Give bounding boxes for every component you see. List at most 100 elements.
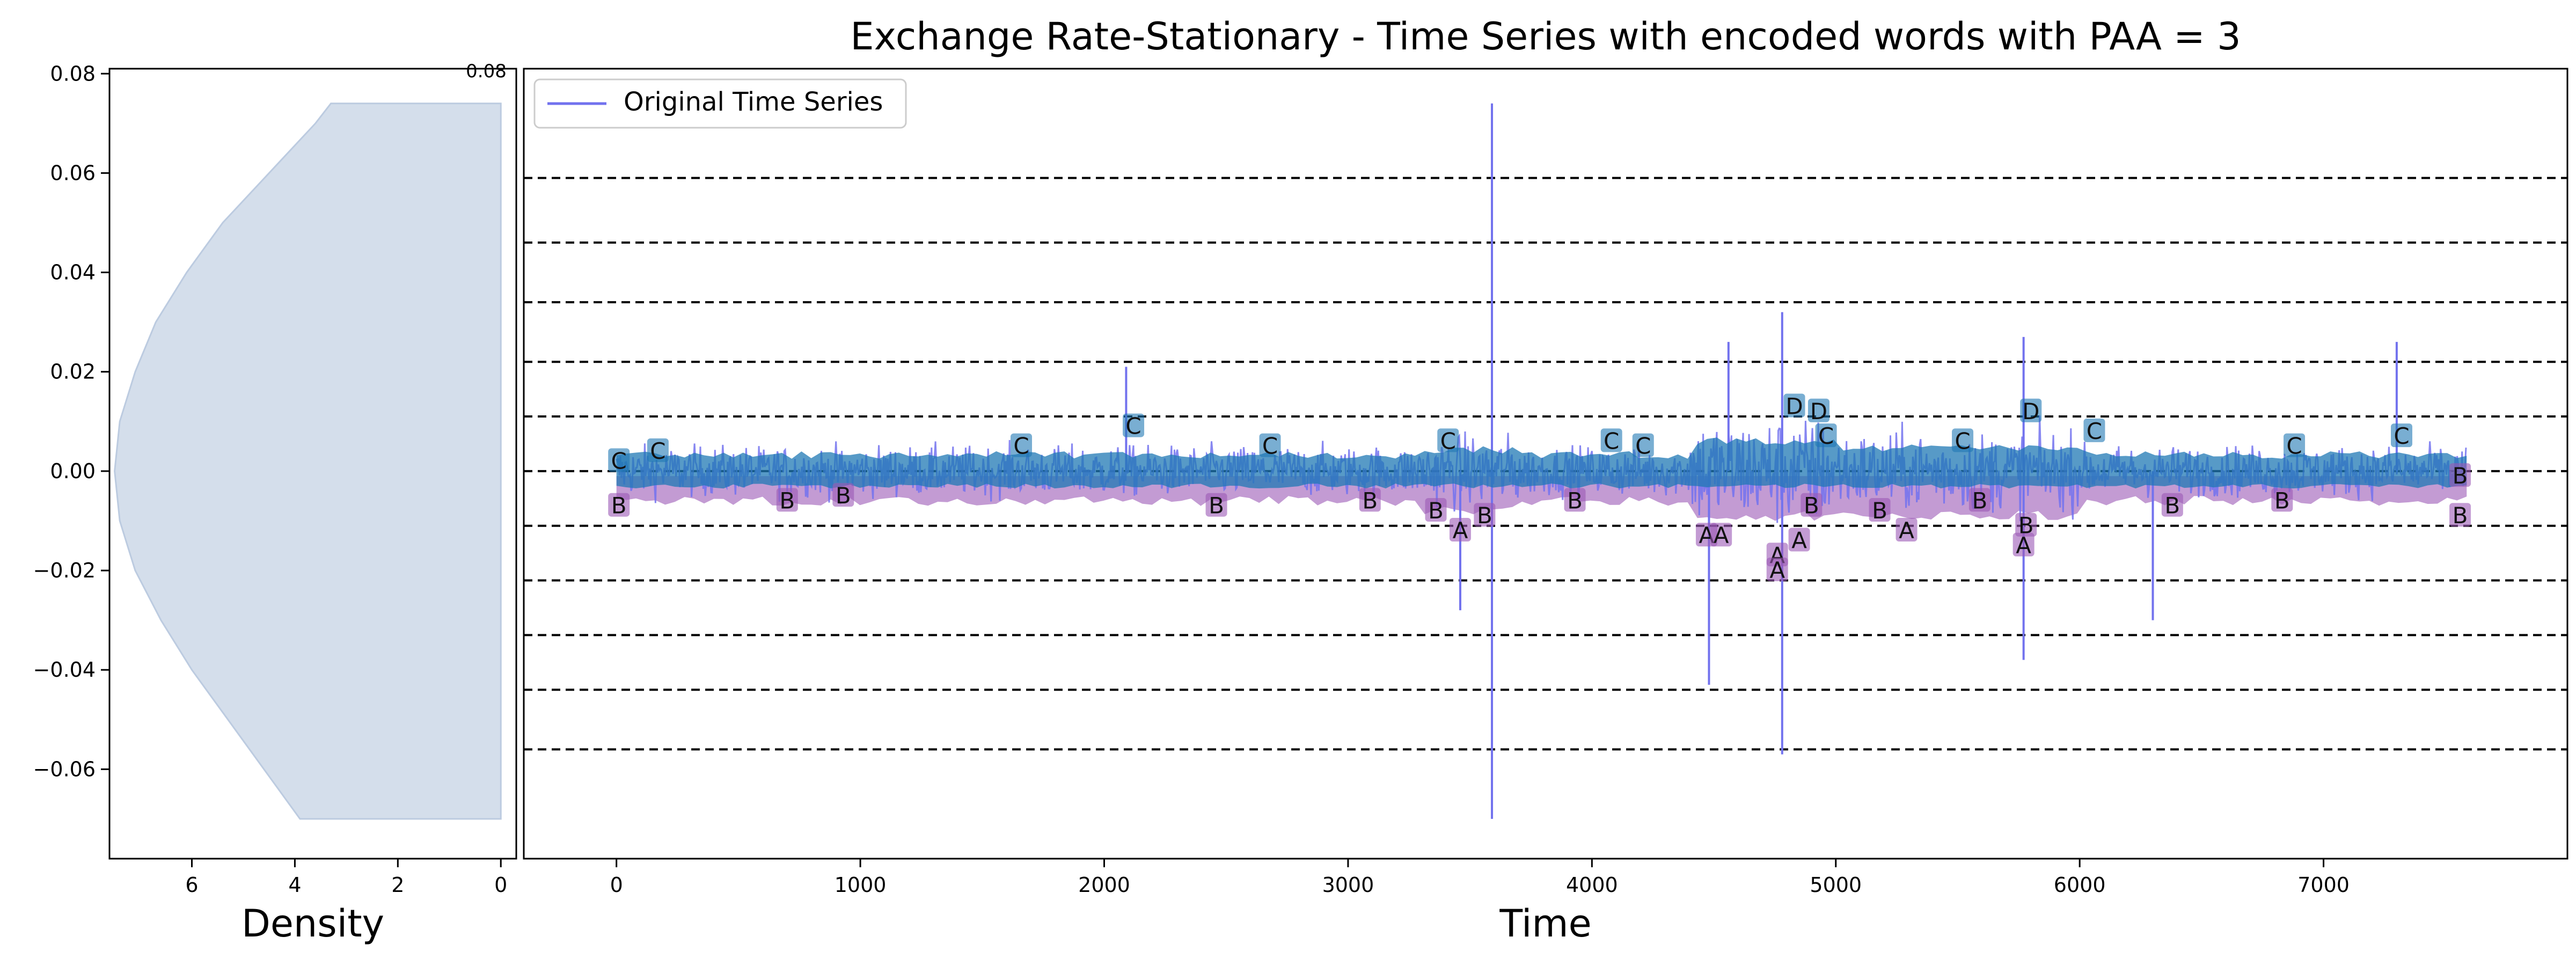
encoded-word-label: A <box>1791 527 1807 553</box>
main-x-tick-label: 1000 <box>835 873 887 897</box>
encoded-word-label: C <box>650 438 665 464</box>
encoded-word-label: A <box>1769 557 1785 583</box>
encoded-word-label: B <box>1477 502 1492 529</box>
encoded-word-label: C <box>2286 433 2302 459</box>
encoded-word-label-box <box>1952 428 1974 452</box>
encoded-word-label-box <box>2083 418 2105 442</box>
encoded-word-label: B <box>1972 487 1987 514</box>
encoded-word-label-box <box>1564 488 1586 512</box>
density-y-axis: 0.08 0.06 0.04 0.02 0.00 −0.02 −0.04 −0.06 <box>33 62 109 781</box>
density-y-tick-label: 0.04 <box>50 261 96 284</box>
encoded-word-label: C <box>2394 423 2409 449</box>
density-y-tick-label: −0.06 <box>33 757 96 781</box>
encoded-word-label-box <box>2271 488 2293 512</box>
main-x-tick-label: 5000 <box>1810 873 1862 897</box>
encoded-word-label: B <box>1804 493 1819 519</box>
legend-entry-original: Original Time Series <box>624 87 883 117</box>
encoded-word-label: C <box>1955 428 1970 454</box>
upper-word-band <box>616 437 2467 489</box>
legend-box <box>533 78 907 129</box>
encoded-word-label: B <box>1209 493 1224 519</box>
encoded-word-label-box <box>832 483 854 507</box>
encoded-word-label: B <box>2453 463 2468 489</box>
main-x-tick-label: 6000 <box>2054 873 2106 897</box>
main-x-axis: 0 1000 2000 3000 4000 5000 6000 7000 <box>610 859 2350 897</box>
encoded-word-label-box <box>1425 497 1447 522</box>
density-x-tick-label: 0 <box>494 873 507 897</box>
encoded-word-label: C <box>1262 433 1278 459</box>
encoded-word-label-box <box>2161 493 2183 517</box>
encoded-word-label: B <box>1567 487 1583 514</box>
encoded-word-label-box <box>1896 517 1918 541</box>
encoded-word-label-box <box>1600 428 1622 452</box>
density-y-tick-label: −0.02 <box>33 559 96 582</box>
encoded-word-label-box <box>2390 423 2412 448</box>
main-x-tick-label: 0 <box>610 873 623 897</box>
density-x-axis-label: Density <box>241 902 384 946</box>
legend: Original Time Series <box>533 78 907 129</box>
encoded-word-label-box <box>647 438 669 462</box>
encoded-word-label: C <box>2087 418 2102 444</box>
encoded-word-label: B <box>1362 487 1378 514</box>
encoded-word-label: D <box>1785 393 1803 420</box>
encoded-word-label-box <box>2012 532 2035 557</box>
main-x-tick-label: 7000 <box>2297 873 2350 897</box>
encoded-word-label-box <box>1359 488 1381 512</box>
encoded-word-label-box <box>1710 523 1732 547</box>
encoded-word-label-box <box>1205 493 1227 517</box>
encoded-word-label-box <box>1449 517 1471 541</box>
encoded-word-label: B <box>611 493 627 519</box>
encoded-word-label: C <box>1635 433 1651 459</box>
encoded-word-label: A <box>1453 517 1468 544</box>
density-x-tick-label: 2 <box>391 873 404 897</box>
density-panel: 0.08 0.06 0.04 0.02 0.00 −0.02 −0.04 −0.06 6 4 2 0… <box>33 61 517 946</box>
encoded-word-label-box <box>1123 413 1145 437</box>
density-x-tick-label: 6 <box>185 873 198 897</box>
encoded-word-label: B <box>2164 493 2180 519</box>
encoded-word-label: C <box>611 448 627 474</box>
encoded-word-label: B <box>2018 513 2034 539</box>
encoded-word-label-box <box>1632 433 1654 457</box>
encoded-word-label-box <box>776 488 798 512</box>
main-x-tick-label: 3000 <box>1322 873 1374 897</box>
encoded-word-label: B <box>1872 497 1887 524</box>
density-area <box>114 103 502 820</box>
encoded-word-label: B <box>2453 502 2468 529</box>
main-x-tick-label: 4000 <box>1566 873 1618 897</box>
density-corner-label: 0.08 <box>466 61 507 82</box>
encoded-word-label: C <box>1125 413 1141 440</box>
encoded-word-label-box <box>2015 513 2037 537</box>
encoded-word-label-box <box>1474 503 1496 527</box>
density-y-tick-label: 0.06 <box>50 161 96 185</box>
density-y-tick-label: 0.08 <box>50 62 96 85</box>
encoded-word-label: C <box>1013 433 1029 459</box>
encoded-word-label: A <box>1899 517 1914 544</box>
encoded-word-label: A <box>2016 532 2031 559</box>
encoded-word-label: B <box>1428 497 1444 524</box>
encoded-word-label-box <box>1437 428 1459 452</box>
encoded-word-label-box <box>1807 398 1829 422</box>
density-y-tick-label: 0.00 <box>50 459 96 483</box>
encoded-word-label-box <box>1783 393 1805 418</box>
encoded-word-label-box <box>1801 493 1823 517</box>
threshold-lines <box>524 177 2567 751</box>
encoded-word-label: B <box>2274 487 2290 514</box>
encoded-word-label: C <box>1818 423 1834 449</box>
encoded-word-label-box <box>2284 433 2306 457</box>
encoded-word-label-box <box>1259 433 1281 457</box>
encoded-word-label-box <box>1788 528 1810 552</box>
encoded-word-label: B <box>836 482 851 509</box>
encoded-word-label: D <box>2022 398 2039 425</box>
encoded-word-label-box <box>2449 503 2471 527</box>
encoded-word-label: A <box>1714 522 1729 548</box>
encoded-word-label-box <box>1815 423 1837 448</box>
encoded-word-label-box <box>1968 488 1990 512</box>
density-frame <box>108 68 517 860</box>
encoded-word-label-box <box>1869 497 1891 522</box>
encoded-word-label: C <box>1604 428 1619 454</box>
encoded-word-label-box <box>608 493 630 517</box>
density-x-tick-label: 4 <box>288 873 301 897</box>
main-frame <box>523 68 2568 860</box>
